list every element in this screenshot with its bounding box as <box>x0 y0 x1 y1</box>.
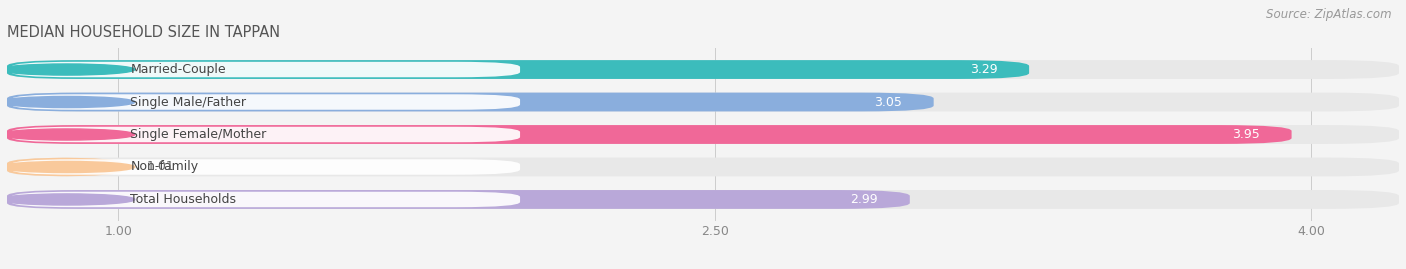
Text: Total Households: Total Households <box>131 193 236 206</box>
FancyBboxPatch shape <box>7 158 122 176</box>
FancyBboxPatch shape <box>11 94 520 110</box>
Text: MEDIAN HOUSEHOLD SIZE IN TAPPAN: MEDIAN HOUSEHOLD SIZE IN TAPPAN <box>7 25 280 40</box>
FancyBboxPatch shape <box>7 93 1399 111</box>
FancyBboxPatch shape <box>7 158 1399 176</box>
FancyBboxPatch shape <box>11 192 520 207</box>
Text: Single Female/Mother: Single Female/Mother <box>131 128 267 141</box>
FancyBboxPatch shape <box>7 60 1029 79</box>
Text: Source: ZipAtlas.com: Source: ZipAtlas.com <box>1267 8 1392 21</box>
Text: Married-Couple: Married-Couple <box>131 63 226 76</box>
Circle shape <box>0 97 135 108</box>
Text: Non-family: Non-family <box>131 161 198 174</box>
FancyBboxPatch shape <box>7 190 910 209</box>
Circle shape <box>0 161 135 172</box>
Circle shape <box>0 194 135 205</box>
Text: 3.95: 3.95 <box>1232 128 1260 141</box>
Circle shape <box>0 64 135 75</box>
FancyBboxPatch shape <box>11 159 520 175</box>
Text: 1.01: 1.01 <box>146 161 174 174</box>
FancyBboxPatch shape <box>7 60 1399 79</box>
Text: 2.99: 2.99 <box>851 193 877 206</box>
FancyBboxPatch shape <box>7 125 1399 144</box>
FancyBboxPatch shape <box>7 125 1292 144</box>
FancyBboxPatch shape <box>7 93 934 111</box>
Text: 3.05: 3.05 <box>875 95 901 108</box>
FancyBboxPatch shape <box>11 127 520 142</box>
Text: Single Male/Father: Single Male/Father <box>131 95 246 108</box>
FancyBboxPatch shape <box>11 62 520 77</box>
Text: 3.29: 3.29 <box>970 63 997 76</box>
FancyBboxPatch shape <box>7 190 1399 209</box>
Circle shape <box>0 129 135 140</box>
